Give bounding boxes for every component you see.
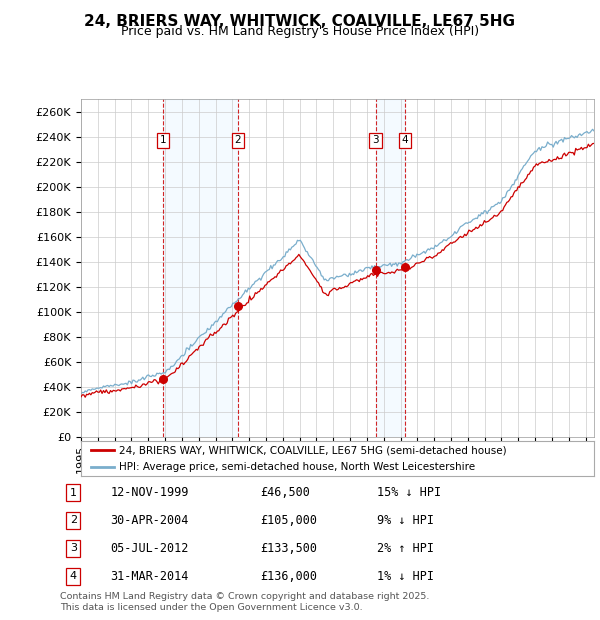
Text: £133,500: £133,500 [260,542,317,555]
Text: 1: 1 [70,487,77,498]
Bar [163,99,238,437]
Text: £46,500: £46,500 [260,486,311,499]
Text: 15% ↓ HPI: 15% ↓ HPI [377,486,441,499]
Text: 2: 2 [70,515,77,526]
Text: 24, BRIERS WAY, WHITWICK, COALVILLE, LE67 5HG (semi-detached house): 24, BRIERS WAY, WHITWICK, COALVILLE, LE6… [119,445,507,455]
Bar [376,99,405,437]
Text: HPI: Average price, semi-detached house, North West Leicestershire: HPI: Average price, semi-detached house,… [119,463,476,472]
Text: 4: 4 [401,136,408,146]
Text: 30-APR-2004: 30-APR-2004 [110,514,188,527]
Text: Price paid vs. HM Land Registry's House Price Index (HPI): Price paid vs. HM Land Registry's House … [121,25,479,38]
Text: £105,000: £105,000 [260,514,317,527]
Text: 24, BRIERS WAY, WHITWICK, COALVILLE, LE67 5HG: 24, BRIERS WAY, WHITWICK, COALVILLE, LE6… [85,14,515,29]
Text: £136,000: £136,000 [260,570,317,583]
Text: 1% ↓ HPI: 1% ↓ HPI [377,570,434,583]
Text: 3: 3 [70,543,77,554]
Text: 05-JUL-2012: 05-JUL-2012 [110,542,188,555]
Text: 2% ↑ HPI: 2% ↑ HPI [377,542,434,555]
Text: 31-MAR-2014: 31-MAR-2014 [110,570,188,583]
Text: 2: 2 [235,136,241,146]
Text: Contains HM Land Registry data © Crown copyright and database right 2025.
This d: Contains HM Land Registry data © Crown c… [60,592,430,611]
Text: 9% ↓ HPI: 9% ↓ HPI [377,514,434,527]
Text: 4: 4 [70,571,77,582]
Text: 1: 1 [160,136,166,146]
Text: 3: 3 [372,136,379,146]
Text: 12-NOV-1999: 12-NOV-1999 [110,486,188,499]
